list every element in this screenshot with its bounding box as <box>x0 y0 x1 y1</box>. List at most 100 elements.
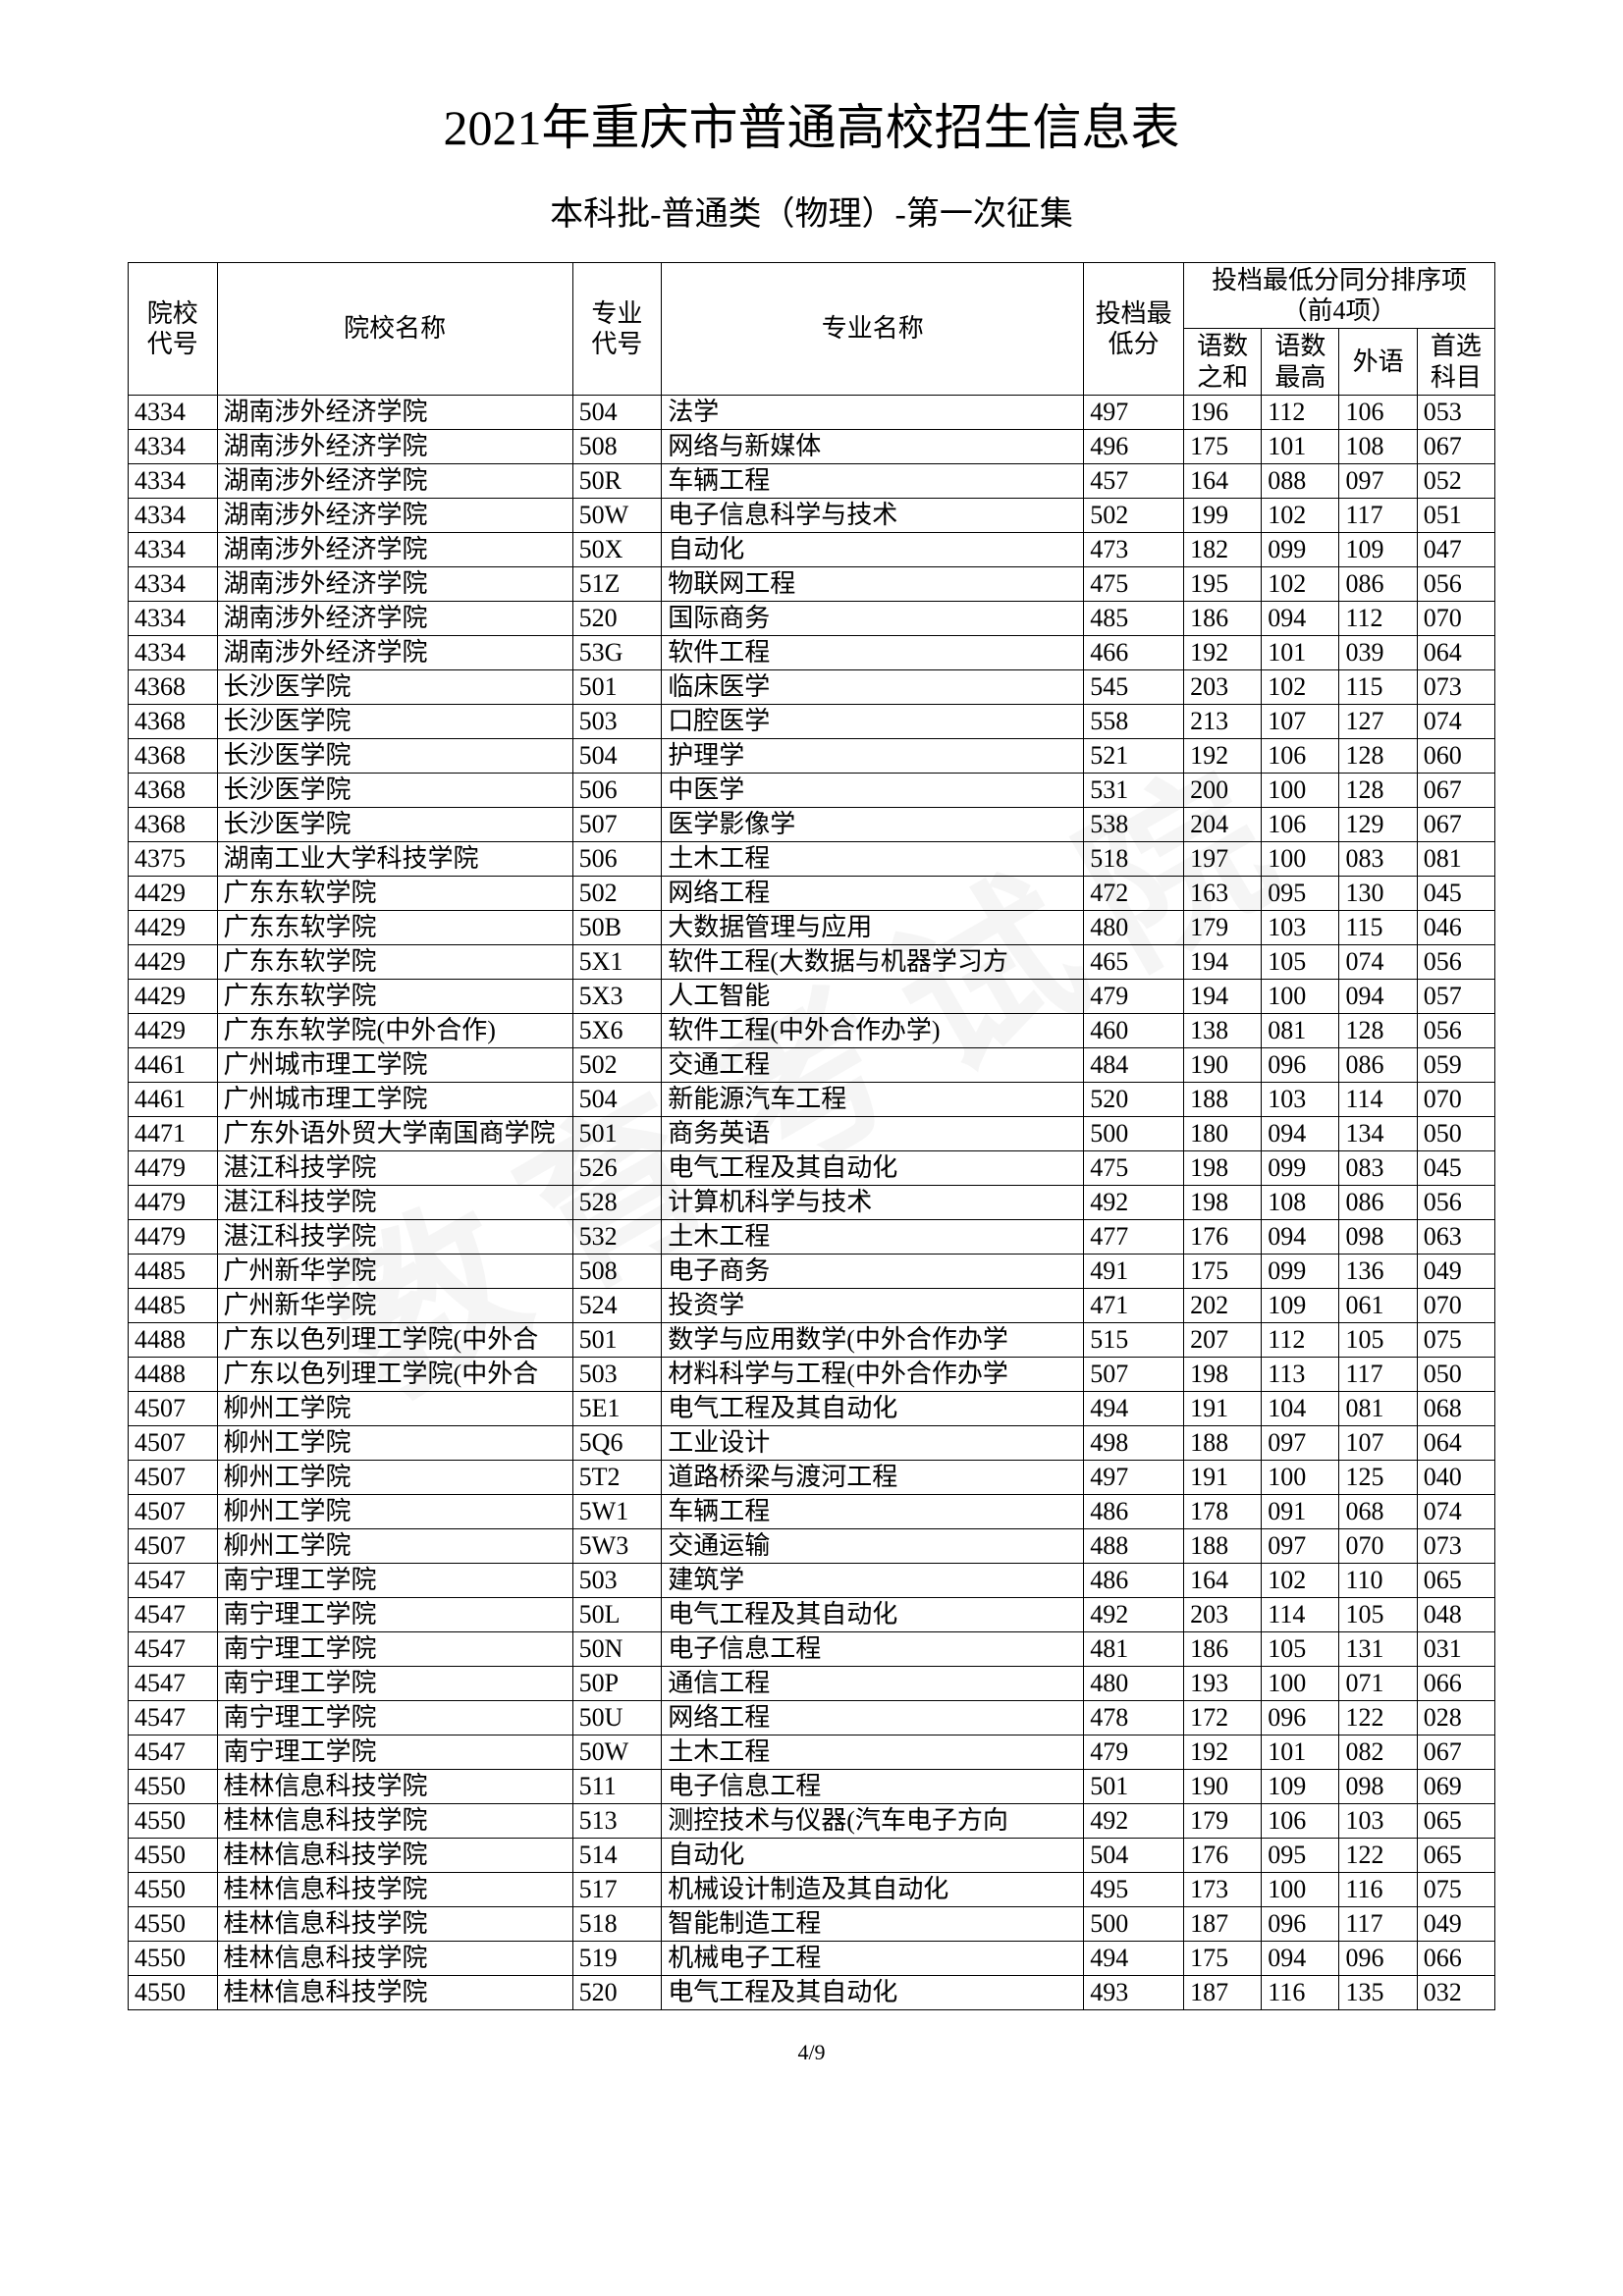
score-cell: 486 <box>1084 1494 1184 1528</box>
major-name-cell: 软件工程(中外合作办学) <box>662 1013 1084 1047</box>
major-name-cell: 土木工程 <box>662 1735 1084 1769</box>
s3-cell: 136 <box>1339 1254 1417 1288</box>
s4-cell: 069 <box>1417 1769 1494 1803</box>
s3-cell: 135 <box>1339 1975 1417 2009</box>
table-row: 4334湖南涉外经济学院504法学497196112106053 <box>129 395 1495 429</box>
school-code-cell: 4471 <box>129 1116 218 1150</box>
s2-cell: 112 <box>1262 1322 1339 1357</box>
school-code-cell: 4334 <box>129 429 218 463</box>
major-name-cell: 护理学 <box>662 738 1084 773</box>
s4-cell: 032 <box>1417 1975 1494 2009</box>
s4-cell: 045 <box>1417 1150 1494 1185</box>
s1-cell: 192 <box>1184 738 1262 773</box>
school-code-cell: 4368 <box>129 738 218 773</box>
admission-table: 院校代号 院校名称 专业代号 专业名称 投档最低分 投档最低分同分排序项（前4项… <box>128 262 1495 2010</box>
major-code-cell: 5T2 <box>572 1460 662 1494</box>
major-name-cell: 电子商务 <box>662 1254 1084 1288</box>
s4-cell: 056 <box>1417 1013 1494 1047</box>
school-name-cell: 广东外语外贸大学南国商学院 <box>217 1116 572 1150</box>
major-name-cell: 机械设计制造及其自动化 <box>662 1872 1084 1906</box>
major-name-cell: 道路桥梁与渡河工程 <box>662 1460 1084 1494</box>
table-row: 4547南宁理工学院50W土木工程479192101082067 <box>129 1735 1495 1769</box>
s2-cell: 101 <box>1262 1735 1339 1769</box>
major-name-cell: 大数据管理与应用 <box>662 910 1084 944</box>
s2-cell: 102 <box>1262 669 1339 704</box>
school-name-cell: 湖南工业大学科技学院 <box>217 841 572 876</box>
school-name-cell: 湖南涉外经济学院 <box>217 566 572 601</box>
s3-cell: 098 <box>1339 1219 1417 1254</box>
th-s3: 外语 <box>1339 329 1417 395</box>
major-code-cell: 501 <box>572 669 662 704</box>
s1-cell: 172 <box>1184 1700 1262 1735</box>
school-name-cell: 广东东软学院 <box>217 910 572 944</box>
s3-cell: 068 <box>1339 1494 1417 1528</box>
score-cell: 479 <box>1084 1735 1184 1769</box>
s2-cell: 112 <box>1262 395 1339 429</box>
s2-cell: 103 <box>1262 910 1339 944</box>
s4-cell: 046 <box>1417 910 1494 944</box>
s4-cell: 063 <box>1417 1219 1494 1254</box>
school-code-cell: 4334 <box>129 498 218 532</box>
major-code-cell: 501 <box>572 1116 662 1150</box>
s2-cell: 094 <box>1262 601 1339 635</box>
school-code-cell: 4547 <box>129 1631 218 1666</box>
score-cell: 457 <box>1084 463 1184 498</box>
school-name-cell: 湖南涉外经济学院 <box>217 463 572 498</box>
s4-cell: 053 <box>1417 395 1494 429</box>
score-cell: 486 <box>1084 1563 1184 1597</box>
major-code-cell: 51Z <box>572 566 662 601</box>
school-name-cell: 柳州工学院 <box>217 1528 572 1563</box>
s1-cell: 182 <box>1184 532 1262 566</box>
major-code-cell: 526 <box>572 1150 662 1185</box>
s3-cell: 130 <box>1339 876 1417 910</box>
s1-cell: 190 <box>1184 1047 1262 1082</box>
school-code-cell: 4550 <box>129 1769 218 1803</box>
school-code-cell: 4547 <box>129 1597 218 1631</box>
school-code-cell: 4485 <box>129 1254 218 1288</box>
score-cell: 475 <box>1084 566 1184 601</box>
score-cell: 477 <box>1084 1219 1184 1254</box>
s1-cell: 175 <box>1184 1254 1262 1288</box>
major-name-cell: 口腔医学 <box>662 704 1084 738</box>
s2-cell: 091 <box>1262 1494 1339 1528</box>
s3-cell: 107 <box>1339 1425 1417 1460</box>
table-row: 4461广州城市理工学院502交通工程484190096086059 <box>129 1047 1495 1082</box>
major-name-cell: 软件工程 <box>662 635 1084 669</box>
table-row: 4334湖南涉外经济学院520国际商务485186094112070 <box>129 601 1495 635</box>
s1-cell: 164 <box>1184 1563 1262 1597</box>
s2-cell: 108 <box>1262 1185 1339 1219</box>
major-name-cell: 电气工程及其自动化 <box>662 1150 1084 1185</box>
major-code-cell: 513 <box>572 1803 662 1838</box>
page-title: 2021年重庆市普通高校招生信息表 <box>128 88 1495 159</box>
major-code-cell: 520 <box>572 601 662 635</box>
major-code-cell: 50R <box>572 463 662 498</box>
s1-cell: 188 <box>1184 1425 1262 1460</box>
score-cell: 479 <box>1084 979 1184 1013</box>
school-code-cell: 4507 <box>129 1460 218 1494</box>
school-name-cell: 桂林信息科技学院 <box>217 1906 572 1941</box>
s4-cell: 050 <box>1417 1357 1494 1391</box>
school-name-cell: 湖南涉外经济学院 <box>217 532 572 566</box>
s1-cell: 192 <box>1184 1735 1262 1769</box>
s1-cell: 186 <box>1184 601 1262 635</box>
school-code-cell: 4547 <box>129 1666 218 1700</box>
major-name-cell: 工业设计 <box>662 1425 1084 1460</box>
s3-cell: 117 <box>1339 1906 1417 1941</box>
s3-cell: 070 <box>1339 1528 1417 1563</box>
school-name-cell: 广东东软学院 <box>217 979 572 1013</box>
school-name-cell: 桂林信息科技学院 <box>217 1838 572 1872</box>
major-code-cell: 50P <box>572 1666 662 1700</box>
s2-cell: 102 <box>1262 566 1339 601</box>
s2-cell: 100 <box>1262 1666 1339 1700</box>
major-code-cell: 504 <box>572 1082 662 1116</box>
s4-cell: 073 <box>1417 669 1494 704</box>
th-school-name: 院校名称 <box>217 263 572 396</box>
s2-cell: 103 <box>1262 1082 1339 1116</box>
major-name-cell: 自动化 <box>662 532 1084 566</box>
s2-cell: 100 <box>1262 979 1339 1013</box>
major-code-cell: 514 <box>572 1838 662 1872</box>
major-name-cell: 机械电子工程 <box>662 1941 1084 1975</box>
s4-cell: 067 <box>1417 1735 1494 1769</box>
s2-cell: 096 <box>1262 1047 1339 1082</box>
score-cell: 492 <box>1084 1803 1184 1838</box>
